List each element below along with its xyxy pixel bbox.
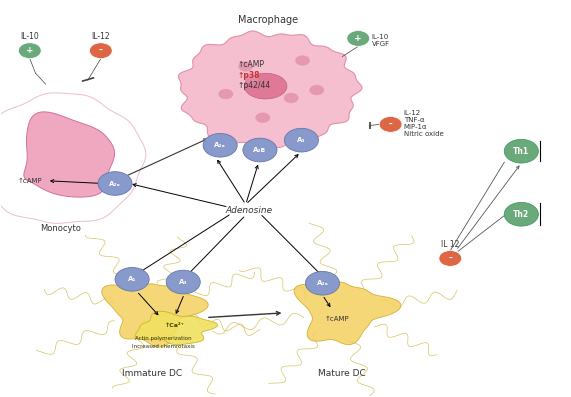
Polygon shape	[294, 282, 401, 345]
Circle shape	[255, 113, 270, 123]
Text: Nitric oxide: Nitric oxide	[404, 131, 444, 137]
Circle shape	[244, 73, 259, 83]
Text: ↑cAMP: ↑cAMP	[324, 316, 349, 322]
Circle shape	[504, 202, 538, 226]
Text: +: +	[355, 34, 362, 43]
Circle shape	[238, 61, 253, 71]
Text: Immature DC: Immature DC	[122, 370, 182, 378]
Circle shape	[504, 139, 538, 163]
Text: A₃: A₃	[297, 137, 305, 143]
Text: A₂в: A₂в	[254, 147, 267, 153]
Circle shape	[347, 31, 369, 46]
Text: ↑cAMP: ↑cAMP	[237, 60, 264, 69]
Text: Macrophage: Macrophage	[238, 15, 299, 25]
Circle shape	[98, 172, 132, 195]
Text: A₂ₐ: A₂ₐ	[214, 142, 226, 148]
Text: Adenosine: Adenosine	[225, 206, 272, 215]
Circle shape	[18, 43, 41, 58]
Text: Monocyto: Monocyto	[41, 224, 82, 233]
Text: ↑Ca²⁺: ↑Ca²⁺	[165, 323, 184, 328]
Text: VFGF: VFGF	[372, 40, 390, 46]
Polygon shape	[102, 284, 208, 347]
Text: -: -	[99, 46, 103, 55]
Text: IL-10: IL-10	[21, 32, 39, 41]
Text: MIP-1α: MIP-1α	[404, 124, 427, 130]
Text: Th1: Th1	[513, 147, 529, 156]
Circle shape	[203, 133, 237, 157]
Text: Mature DC: Mature DC	[319, 370, 366, 378]
Polygon shape	[135, 311, 218, 345]
Circle shape	[219, 89, 233, 99]
Circle shape	[166, 270, 200, 294]
Text: IL-12: IL-12	[91, 32, 110, 41]
Text: ↑p38: ↑p38	[237, 71, 260, 80]
Circle shape	[243, 138, 277, 162]
Text: IL-12: IL-12	[404, 110, 421, 116]
Circle shape	[115, 268, 149, 291]
Circle shape	[305, 272, 340, 295]
Text: Actin polymerization: Actin polymerization	[135, 336, 192, 341]
Text: IL-10: IL-10	[372, 34, 389, 40]
Circle shape	[284, 93, 299, 103]
Circle shape	[295, 56, 310, 66]
Text: -: -	[448, 254, 452, 263]
Text: ↑cAMP: ↑cAMP	[17, 178, 42, 184]
Text: ↑p42/44: ↑p42/44	[237, 81, 271, 90]
Text: A₂ₐ: A₂ₐ	[316, 280, 328, 286]
Text: Increased chemrotaxis: Increased chemrotaxis	[132, 344, 195, 349]
Circle shape	[90, 43, 112, 58]
Text: +: +	[26, 46, 34, 55]
Text: Th2: Th2	[513, 210, 529, 219]
Text: IL 12: IL 12	[441, 239, 460, 249]
Text: -: -	[389, 120, 392, 129]
Circle shape	[309, 85, 324, 95]
Polygon shape	[178, 31, 362, 150]
Circle shape	[284, 128, 319, 152]
Polygon shape	[24, 112, 115, 197]
Text: A₁: A₁	[128, 276, 136, 282]
Text: TNF-α: TNF-α	[404, 117, 424, 123]
Circle shape	[439, 251, 461, 266]
Ellipse shape	[244, 73, 287, 99]
Text: A₂ₐ: A₂ₐ	[109, 181, 121, 187]
Text: A₃: A₃	[179, 279, 187, 285]
Circle shape	[379, 116, 402, 132]
